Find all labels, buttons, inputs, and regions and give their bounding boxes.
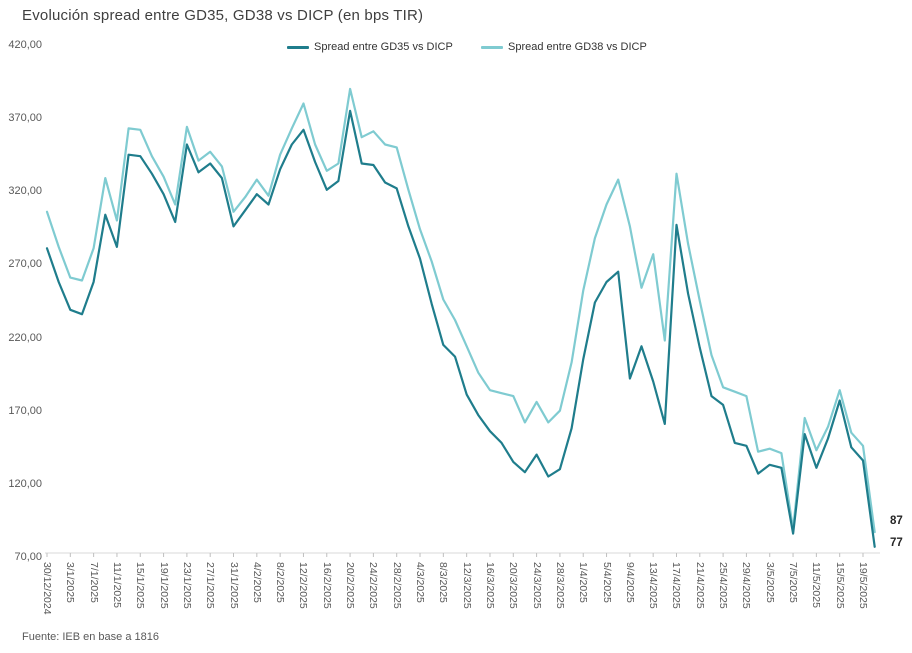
y-axis-label: 370,00 (8, 112, 42, 125)
x-axis-label: 29/4/2025 (740, 562, 753, 609)
y-axis-label: 220,00 (8, 331, 42, 344)
y-axis-label: 70,00 (14, 551, 42, 563)
chart-title: Evolución spread entre GD35, GD38 vs DIC… (22, 7, 424, 24)
y-axis-label: 170,00 (8, 404, 42, 417)
x-axis-label: 12/2/2025 (297, 562, 310, 609)
x-axis-label: 1/4/2025 (577, 562, 590, 603)
gd35-last-value-label: 77 (890, 537, 903, 549)
x-axis-label: 8/3/2025 (437, 562, 450, 603)
gd38-spread-line (45, 87, 876, 534)
legend: Spread entre GD35 vs DICP Spread entre G… (0, 39, 912, 55)
legend-label-gd38: Spread entre GD38 vs DICP (508, 41, 647, 53)
x-axis-label: 20/3/2025 (507, 562, 520, 609)
x-axis-label: 28/3/2025 (553, 562, 566, 609)
x-axis-label: 11/1/2025 (110, 562, 123, 608)
x-axis-label: 24/3/2025 (530, 562, 543, 609)
x-axis-label: 28/2/2025 (390, 562, 403, 609)
gd38-line-swatch (481, 45, 503, 49)
gd38-last-value-label: 87 (890, 515, 903, 527)
x-axis-label: 3/5/2025 (763, 562, 776, 603)
x-axis-label: 24/2/2025 (367, 562, 380, 609)
x-axis-label: 19/1/2025 (157, 562, 170, 609)
x-axis-label: 4/3/2025 (414, 562, 427, 603)
gd35-line-swatch (287, 45, 309, 49)
x-axis-label: 16/3/2025 (483, 562, 496, 609)
legend-item-gd38: Spread entre GD38 vs DICP (481, 39, 647, 55)
x-axis-label: 19/5/2025 (857, 562, 869, 609)
y-axis-label: 120,00 (8, 477, 42, 490)
x-axis-label: 31/1/2025 (227, 562, 240, 609)
x-axis-label: 9/4/2025 (623, 562, 636, 603)
x-axis-label: 4/2/2025 (250, 562, 263, 603)
x-axis-label: 13/4/2025 (647, 562, 660, 609)
x-axis-label: 15/1/2025 (134, 562, 147, 609)
x-axis-label: 30/12/2024 (41, 562, 53, 615)
x-axis-label: 8/2/2025 (274, 562, 287, 603)
legend-item-gd35: Spread entre GD35 vs DICP (287, 39, 453, 55)
x-axis-label: 21/4/2025 (693, 562, 706, 609)
x-axis-label: 7/5/2025 (787, 562, 800, 603)
y-axis-label: 420,00 (8, 39, 42, 51)
y-axis-label: 270,00 (8, 258, 42, 271)
x-axis-label: 20/2/2025 (344, 562, 357, 609)
x-axis-label: 16/2/2025 (320, 562, 333, 609)
x-axis-label: 23/1/2025 (180, 562, 193, 609)
legend-label-gd35: Spread entre GD35 vs DICP (314, 41, 453, 53)
x-axis-label: 11/5/2025 (810, 562, 823, 608)
x-axis-label: 5/4/2025 (600, 562, 613, 603)
x-axis-label: 3/1/2025 (64, 562, 77, 603)
x-axis-label: 7/1/2025 (87, 562, 100, 603)
source-note: Fuente: IEB en base a 1816 (22, 631, 159, 643)
x-axis-label: 15/5/2025 (833, 562, 846, 609)
y-axis-label: 320,00 (8, 185, 42, 198)
gd35-spread-line (45, 109, 876, 548)
x-axis-label: 12/3/2025 (460, 562, 473, 609)
x-axis-label: 25/4/2025 (717, 562, 730, 609)
x-axis-label: 17/4/2025 (670, 562, 683, 609)
x-axis-label: 27/1/2025 (204, 562, 217, 609)
